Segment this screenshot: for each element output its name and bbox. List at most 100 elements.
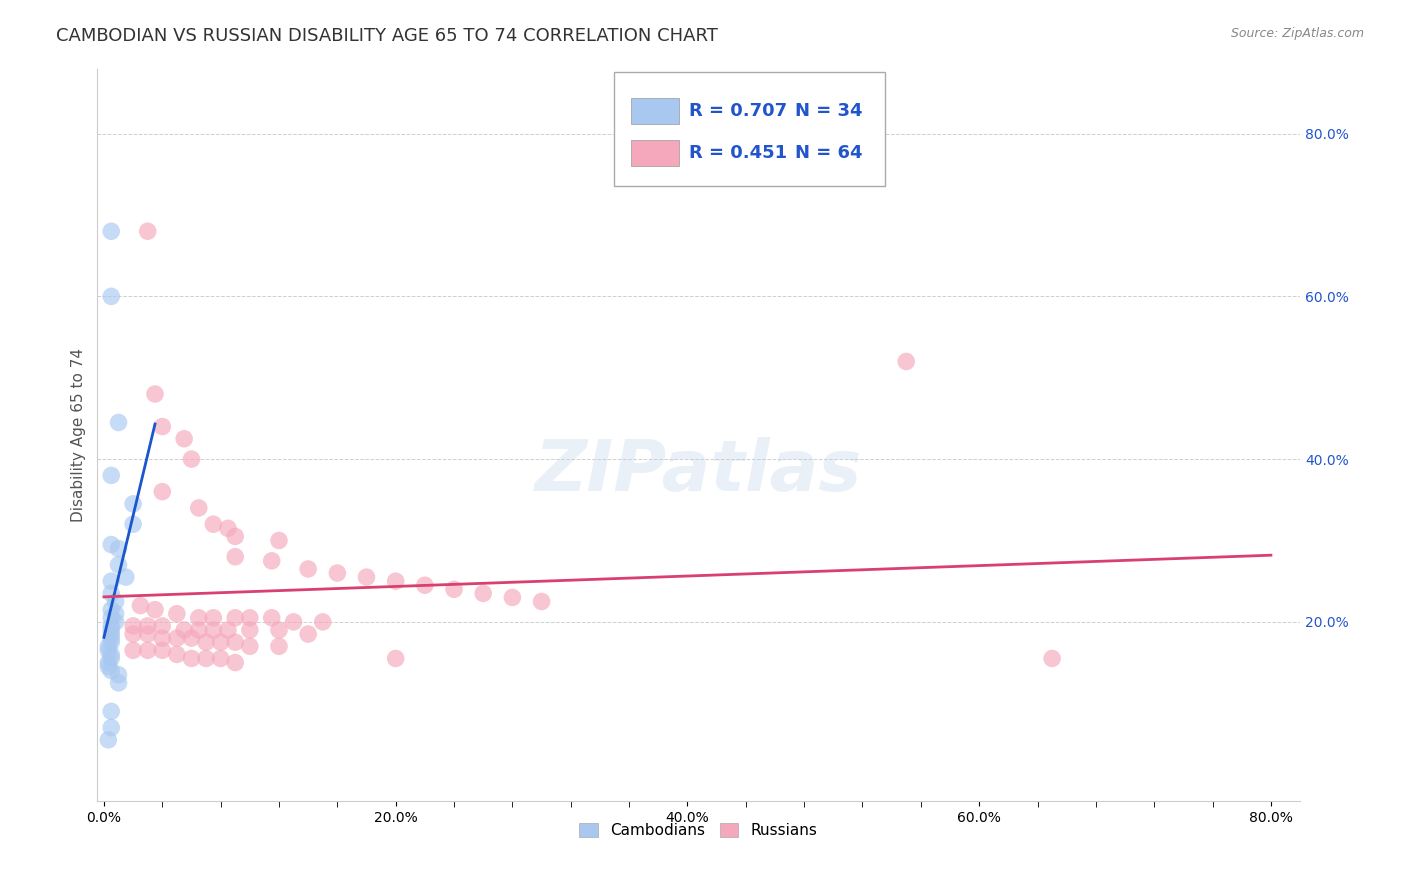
Point (297, 627, 319, 641)
Point (224, 611, 246, 625)
Point (100, 651, 122, 665)
Point (209, 635, 232, 649)
Point (100, 704, 122, 718)
Point (173, 432, 195, 446)
Point (202, 611, 225, 625)
Point (122, 627, 145, 641)
Legend: Cambodians, Russians: Cambodians, Russians (574, 817, 824, 845)
Point (100, 224, 122, 238)
Point (267, 640, 290, 654)
Point (217, 521, 239, 535)
Point (136, 643, 159, 657)
Point (384, 651, 406, 665)
Point (107, 676, 129, 690)
Point (283, 615, 305, 629)
Point (97, 640, 120, 654)
Point (267, 623, 290, 637)
Point (1040, 651, 1063, 665)
Point (104, 594, 127, 608)
Point (100, 635, 122, 649)
Point (100, 623, 122, 637)
Point (143, 387, 166, 401)
Point (180, 651, 202, 665)
Point (180, 452, 202, 467)
FancyBboxPatch shape (631, 139, 679, 166)
Text: R = 0.451: R = 0.451 (689, 144, 787, 161)
Text: N = 64: N = 64 (794, 144, 862, 161)
Point (122, 643, 145, 657)
Point (267, 533, 290, 548)
Point (97, 656, 120, 670)
Text: CAMBODIAN VS RUSSIAN DISABILITY AGE 65 TO 74 CORRELATION CHART: CAMBODIAN VS RUSSIAN DISABILITY AGE 65 T… (56, 27, 718, 45)
Point (260, 554, 283, 568)
Point (384, 574, 406, 589)
Point (122, 619, 145, 633)
Point (239, 611, 262, 625)
Point (297, 562, 319, 576)
Point (173, 623, 195, 637)
Point (100, 611, 122, 625)
FancyBboxPatch shape (631, 98, 679, 124)
Point (260, 611, 283, 625)
Point (100, 602, 122, 616)
Point (166, 631, 188, 645)
Point (100, 289, 122, 303)
FancyBboxPatch shape (614, 72, 884, 186)
Point (100, 574, 122, 589)
Point (187, 611, 209, 625)
Point (107, 667, 129, 681)
Point (107, 416, 129, 430)
Point (100, 648, 122, 662)
Point (217, 623, 239, 637)
Point (100, 468, 122, 483)
Point (136, 627, 159, 641)
Text: N = 34: N = 34 (794, 102, 862, 120)
Point (413, 578, 436, 592)
Point (530, 594, 553, 608)
Point (150, 631, 173, 645)
Point (180, 631, 202, 645)
Point (97, 659, 120, 673)
Point (150, 419, 173, 434)
Point (239, 640, 262, 654)
Text: R = 0.707: R = 0.707 (689, 102, 787, 120)
Point (114, 570, 136, 584)
Point (107, 541, 129, 556)
Point (195, 635, 218, 649)
Point (202, 623, 225, 637)
Point (187, 500, 209, 515)
Point (150, 484, 173, 499)
Point (202, 517, 225, 532)
Point (150, 619, 173, 633)
Y-axis label: Disability Age 65 to 74: Disability Age 65 to 74 (72, 348, 86, 522)
Point (100, 586, 122, 600)
Point (97, 732, 120, 747)
Text: Source: ZipAtlas.com: Source: ZipAtlas.com (1230, 27, 1364, 40)
Point (187, 623, 209, 637)
Point (104, 615, 127, 629)
Point (100, 619, 122, 633)
Point (100, 721, 122, 735)
Point (136, 224, 159, 238)
Point (356, 570, 378, 584)
Point (326, 566, 349, 580)
Point (100, 537, 122, 551)
Point (166, 607, 188, 621)
Point (224, 635, 246, 649)
Point (195, 651, 218, 665)
Point (97, 643, 120, 657)
Point (312, 615, 335, 629)
Point (136, 619, 159, 633)
Point (100, 664, 122, 678)
Point (209, 651, 232, 665)
Point (100, 631, 122, 645)
Point (443, 582, 465, 597)
Point (143, 602, 166, 616)
Point (150, 643, 173, 657)
Point (122, 517, 145, 532)
Point (896, 354, 918, 368)
Point (224, 549, 246, 564)
Point (224, 656, 246, 670)
Text: ZIPatlas: ZIPatlas (534, 437, 862, 506)
Point (100, 627, 122, 641)
